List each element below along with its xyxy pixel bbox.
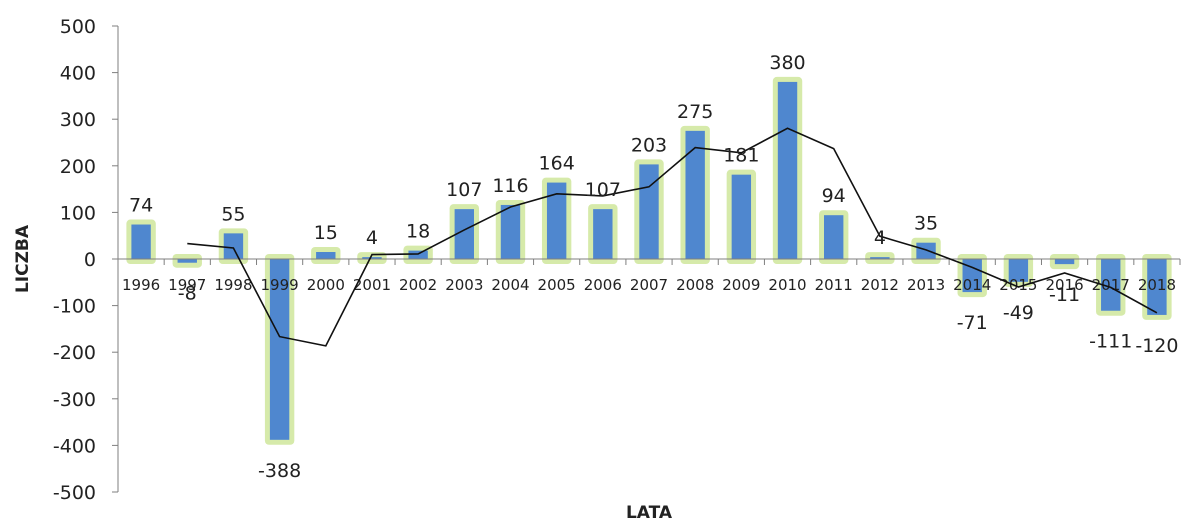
x-tick-label: 2000 [307, 276, 345, 294]
data-label: 380 [769, 52, 805, 74]
y-tick-label: -200 [53, 342, 96, 364]
x-tick-label: 2014 [953, 276, 991, 294]
bar [1101, 259, 1121, 311]
bar [639, 164, 659, 259]
bar [870, 257, 890, 259]
x-axis-title: LATA [626, 503, 673, 523]
data-labels: 74 -8 55 -388 15 4 18 107 116 164 107 203 275 181 380 9… [129, 52, 1178, 482]
data-label: 107 [585, 179, 621, 201]
data-label: 35 [914, 213, 938, 235]
y-tick-label: -400 [53, 435, 96, 457]
data-label: 275 [677, 101, 713, 123]
y-axis: 500 400 300 200 100 0 -100 -200 -300 -400 -500 [53, 16, 119, 504]
x-tick-label: 2001 [353, 276, 391, 294]
data-label: -8 [178, 283, 197, 305]
bar [1147, 259, 1167, 315]
data-label: 203 [631, 134, 667, 156]
x-tick-label: 2012 [861, 276, 899, 294]
bar [500, 204, 521, 259]
bar [316, 252, 336, 259]
x-tick-label: 2008 [676, 276, 714, 294]
y-tick-label: 200 [60, 156, 96, 178]
bar [593, 209, 613, 259]
data-label: 74 [129, 195, 153, 217]
y-tick-label: -300 [53, 389, 96, 411]
x-tick-label: 2015 [999, 276, 1037, 294]
data-label: 94 [822, 185, 846, 207]
data-label: 116 [492, 175, 528, 197]
x-tick-label: 2004 [491, 276, 529, 294]
y-axis-title: LICZBA [13, 224, 33, 293]
bar [823, 215, 844, 259]
x-tick-label: 2007 [630, 276, 668, 294]
category-labels: 1996 1997 1998 1999 2000 2001 2002 2003 2004 2005… [122, 276, 1176, 294]
x-tick-label: 2003 [445, 276, 483, 294]
data-label: 4 [874, 227, 886, 249]
y-tick-label: 500 [60, 16, 96, 38]
data-label: 55 [221, 203, 245, 225]
bar [916, 242, 936, 259]
x-tick-label: 2002 [399, 276, 437, 294]
bar [269, 259, 290, 440]
x-tick-label: 2017 [1092, 276, 1130, 294]
x-tick-label: 2011 [815, 276, 853, 294]
bar [731, 174, 752, 259]
x-tick-label: 1997 [168, 276, 206, 294]
data-label: -49 [1003, 302, 1034, 324]
x-tick-label: 2010 [768, 276, 806, 294]
x-tick-label: 1998 [214, 276, 252, 294]
data-label: -111 [1089, 331, 1132, 353]
trend-line [187, 127, 1158, 347]
x-axis [117, 258, 1181, 265]
data-label: 164 [539, 153, 575, 175]
y-tick-label: 300 [60, 109, 96, 131]
y-tick-label: -500 [53, 482, 96, 504]
bar [1054, 259, 1075, 265]
x-tick-label: 2006 [584, 276, 622, 294]
bar [454, 209, 475, 259]
data-label: 15 [314, 222, 338, 244]
bar [177, 259, 197, 263]
data-label: 181 [723, 145, 759, 167]
bar [408, 250, 428, 259]
y-tick-label: 400 [60, 63, 96, 85]
data-label: -120 [1135, 335, 1178, 357]
x-tick-label: 2013 [907, 276, 945, 294]
x-tick-label: 2005 [538, 276, 576, 294]
bar [362, 257, 382, 259]
data-label: 4 [366, 227, 378, 249]
data-label: 107 [446, 179, 482, 201]
x-tick-label: 1996 [122, 276, 160, 294]
data-label: -388 [258, 460, 301, 482]
bars [131, 81, 1167, 440]
data-label: -71 [957, 312, 988, 334]
bar [546, 182, 567, 259]
data-label: -11 [1049, 284, 1080, 306]
y-tick-label: -100 [53, 296, 96, 318]
x-tick-label: 2018 [1138, 276, 1176, 294]
x-tick-label: 2016 [1045, 276, 1083, 294]
bar [962, 259, 982, 293]
bar [1008, 259, 1029, 282]
y-tick-label: 100 [60, 202, 96, 224]
bar [223, 233, 244, 259]
bar [685, 130, 705, 259]
bar [131, 224, 151, 259]
data-label: 18 [406, 221, 430, 243]
x-tick-label: 2009 [722, 276, 760, 294]
bar [777, 81, 798, 259]
trend-line-path [187, 127, 1158, 347]
x-tick-label: 1999 [261, 276, 299, 294]
y-tick-label: 0 [84, 249, 96, 271]
